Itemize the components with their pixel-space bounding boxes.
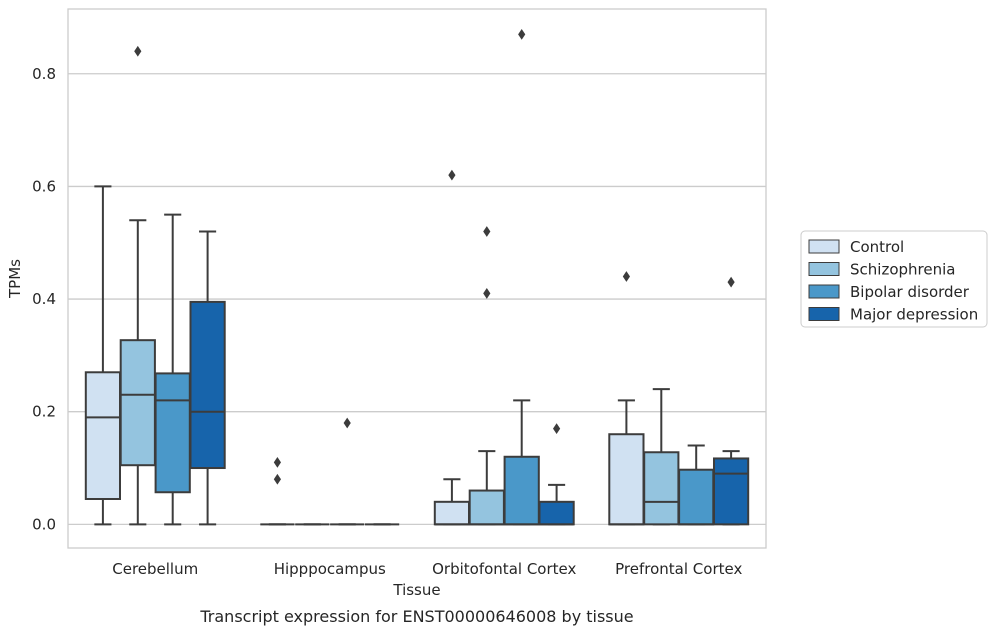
chart-caption: Transcript expression for ENST0000064600… [199, 607, 633, 626]
box-schizophrenia [468, 226, 505, 526]
legend: Control Schizophrenia Bipolar disorder Majo… [800, 230, 988, 328]
x-tick-label: Hipppocampus [274, 560, 386, 578]
box-body [433, 500, 471, 526]
box-body [643, 451, 680, 526]
y-tick-label: 0.4 [32, 290, 56, 308]
legend-swatch [808, 307, 840, 321]
outlier-point [483, 288, 491, 299]
y-tick-label: 0.6 [32, 177, 56, 195]
outlier-point [448, 169, 456, 181]
legend-item: Major depression [808, 306, 978, 324]
legend-label: Major depression [850, 306, 978, 324]
box-body [608, 433, 645, 526]
box-body [538, 500, 575, 526]
box-schizophrenia [643, 388, 680, 526]
x-axis-label: Tissue [392, 581, 440, 599]
outlier-point [553, 423, 561, 434]
box-control [260, 456, 295, 526]
outlier-point [483, 226, 491, 237]
y-tick-label: 0.8 [32, 65, 56, 83]
box-bipolar-disorder [678, 444, 715, 526]
y-tick-label: 0.2 [32, 403, 56, 421]
y-axis-label: TPMs [6, 259, 24, 299]
box-body [712, 457, 750, 526]
box-major-depression [538, 423, 575, 526]
box-bipolar-disorder [330, 417, 365, 526]
plot-frame [67, 8, 767, 549]
x-tick-label: Prefrontal Cortex [615, 560, 742, 578]
legend-swatch [808, 239, 840, 254]
box-body [678, 468, 715, 526]
legend-item: Schizophrenia [808, 261, 955, 279]
y-tick-label: 0.0 [32, 515, 56, 533]
outlier-point [727, 276, 735, 288]
box-control [433, 169, 471, 526]
box-schizophrenia [119, 45, 156, 526]
box-body [503, 455, 540, 526]
outlier-point [622, 271, 630, 282]
box-control [608, 271, 645, 526]
legend-label: Bipolar disorder [850, 283, 970, 301]
outlier-point [273, 473, 281, 485]
box-bipolar-disorder [154, 213, 191, 526]
box-major-depression [189, 230, 226, 526]
box-body [154, 372, 191, 494]
box-major-depression [712, 276, 750, 526]
legend-swatch [808, 284, 840, 299]
box-bipolar-disorder [503, 28, 540, 526]
box-body [189, 300, 226, 470]
box-body [84, 371, 122, 500]
legend-label: Schizophrenia [850, 261, 955, 279]
outlier-point [518, 28, 526, 40]
box-control [84, 185, 122, 526]
boxes [84, 28, 750, 526]
box-body [468, 489, 505, 526]
x-tick-label: Cerebellum [112, 560, 198, 578]
outlier-point [343, 417, 351, 429]
outlier-point [134, 45, 142, 57]
legend-label: Control [850, 238, 904, 256]
legend-item: Bipolar disorder [808, 283, 970, 301]
legend-item: Control [808, 238, 904, 256]
x-tick-label: Orbitofontal Cortex [432, 560, 576, 578]
box-body [119, 339, 156, 467]
y-tick-labels: 0.0 0.2 0.4 0.6 0.8 [32, 65, 56, 534]
legend-frame [800, 230, 988, 328]
outlier-point [273, 456, 281, 468]
legend-swatch [808, 262, 840, 276]
x-tick-labels: Cerebellum Hipppocampus Orbitofontal Corte… [112, 560, 742, 578]
